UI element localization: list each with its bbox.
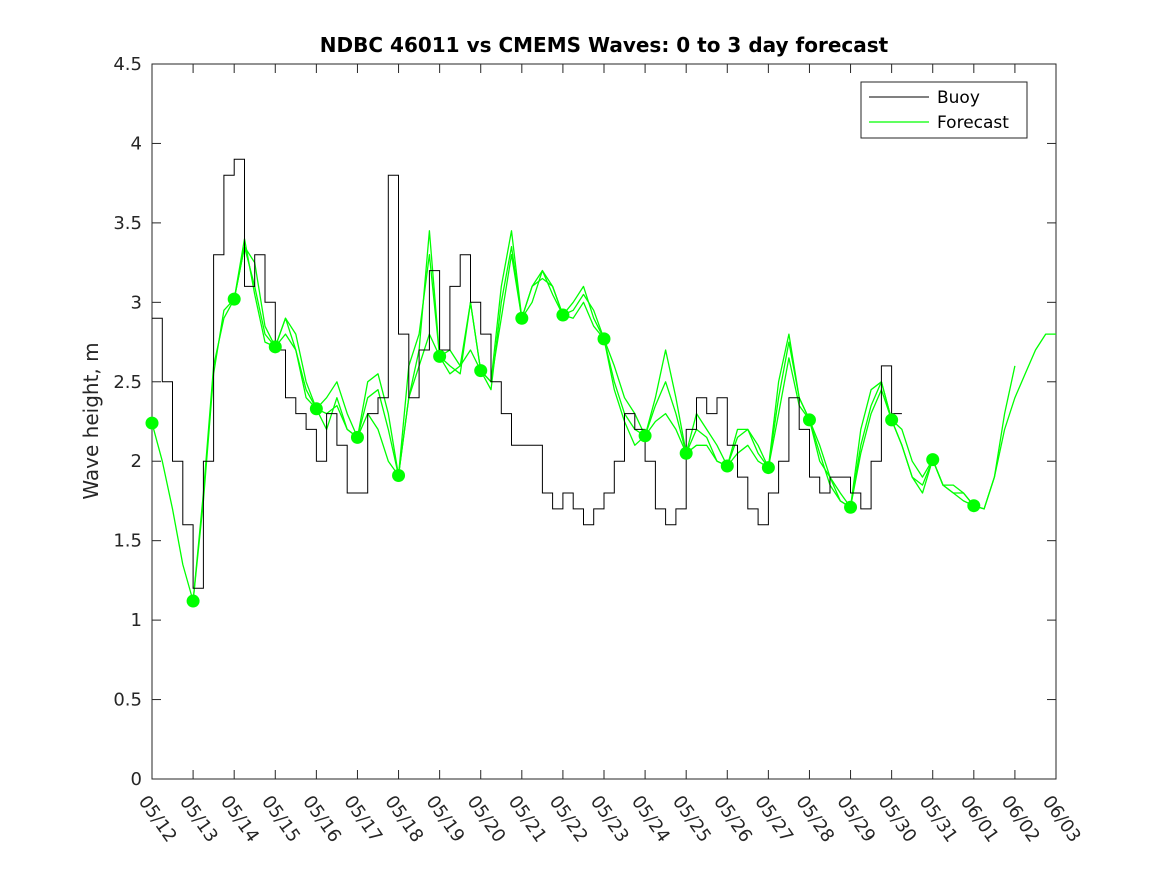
y-tick-label: 0.5	[113, 690, 142, 711]
forecast-start-marker	[268, 340, 282, 354]
forecast-start-marker	[433, 349, 447, 363]
forecast-start-marker	[309, 402, 323, 416]
forecast-run-line	[274, 317, 400, 476]
forecast-start-marker	[515, 311, 529, 325]
forecast-start-marker	[227, 292, 241, 306]
y-tick-label: 1.5	[113, 531, 142, 552]
y-tick-label: 2.5	[113, 372, 142, 393]
forecast-start-marker	[638, 429, 652, 443]
forecast-start-marker	[350, 430, 364, 444]
y-tick-label: 2	[131, 451, 142, 472]
forecast-run-line	[480, 230, 605, 383]
forecast-start-marker	[844, 500, 858, 514]
y-tick-label: 4	[131, 133, 142, 154]
forecast-start-marker	[885, 413, 899, 427]
forecast-start-marker	[926, 453, 940, 467]
forecast-start-marker	[967, 499, 981, 513]
buoy-line	[152, 158, 902, 589]
forecast-run-line	[932, 333, 1056, 510]
y-tick-label: 4.5	[113, 54, 142, 75]
forecast-start-marker	[802, 413, 816, 427]
forecast-start-marker	[720, 459, 734, 473]
forecast-start-marker	[597, 332, 611, 346]
forecast-start-marker	[392, 469, 406, 483]
y-axis-label: Wave height, m	[79, 342, 103, 499]
forecast-start-marker	[679, 446, 693, 460]
legend: Buoy Forecast	[860, 81, 1028, 139]
series-layer	[145, 158, 1056, 608]
forecast-run-line	[685, 333, 811, 469]
forecast-start-marker	[474, 364, 488, 378]
legend-buoy-label: Buoy	[937, 88, 980, 108]
y-tick-label: 1	[131, 610, 142, 631]
y-axis: 0 0.5 1 1.5 2 2.5 3 3.5 4 4.5	[113, 54, 1056, 790]
y-tick-label: 3	[131, 292, 142, 313]
forecast-start-marker	[556, 308, 570, 322]
legend-box	[860, 81, 1028, 139]
chart-title: NDBC 46011 vs CMEMS Waves: 0 to 3 day fo…	[320, 33, 889, 57]
y-tick-label: 0	[131, 769, 142, 790]
legend-forecast-label: Forecast	[937, 113, 1009, 133]
forecast-start-marker	[186, 594, 200, 608]
forecast-run-line	[521, 277, 646, 437]
forecast-start-marker	[145, 416, 159, 430]
forecast-run-line	[233, 238, 358, 438]
y-tick-label: 3.5	[113, 213, 142, 234]
forecast-start-marker	[761, 461, 775, 475]
